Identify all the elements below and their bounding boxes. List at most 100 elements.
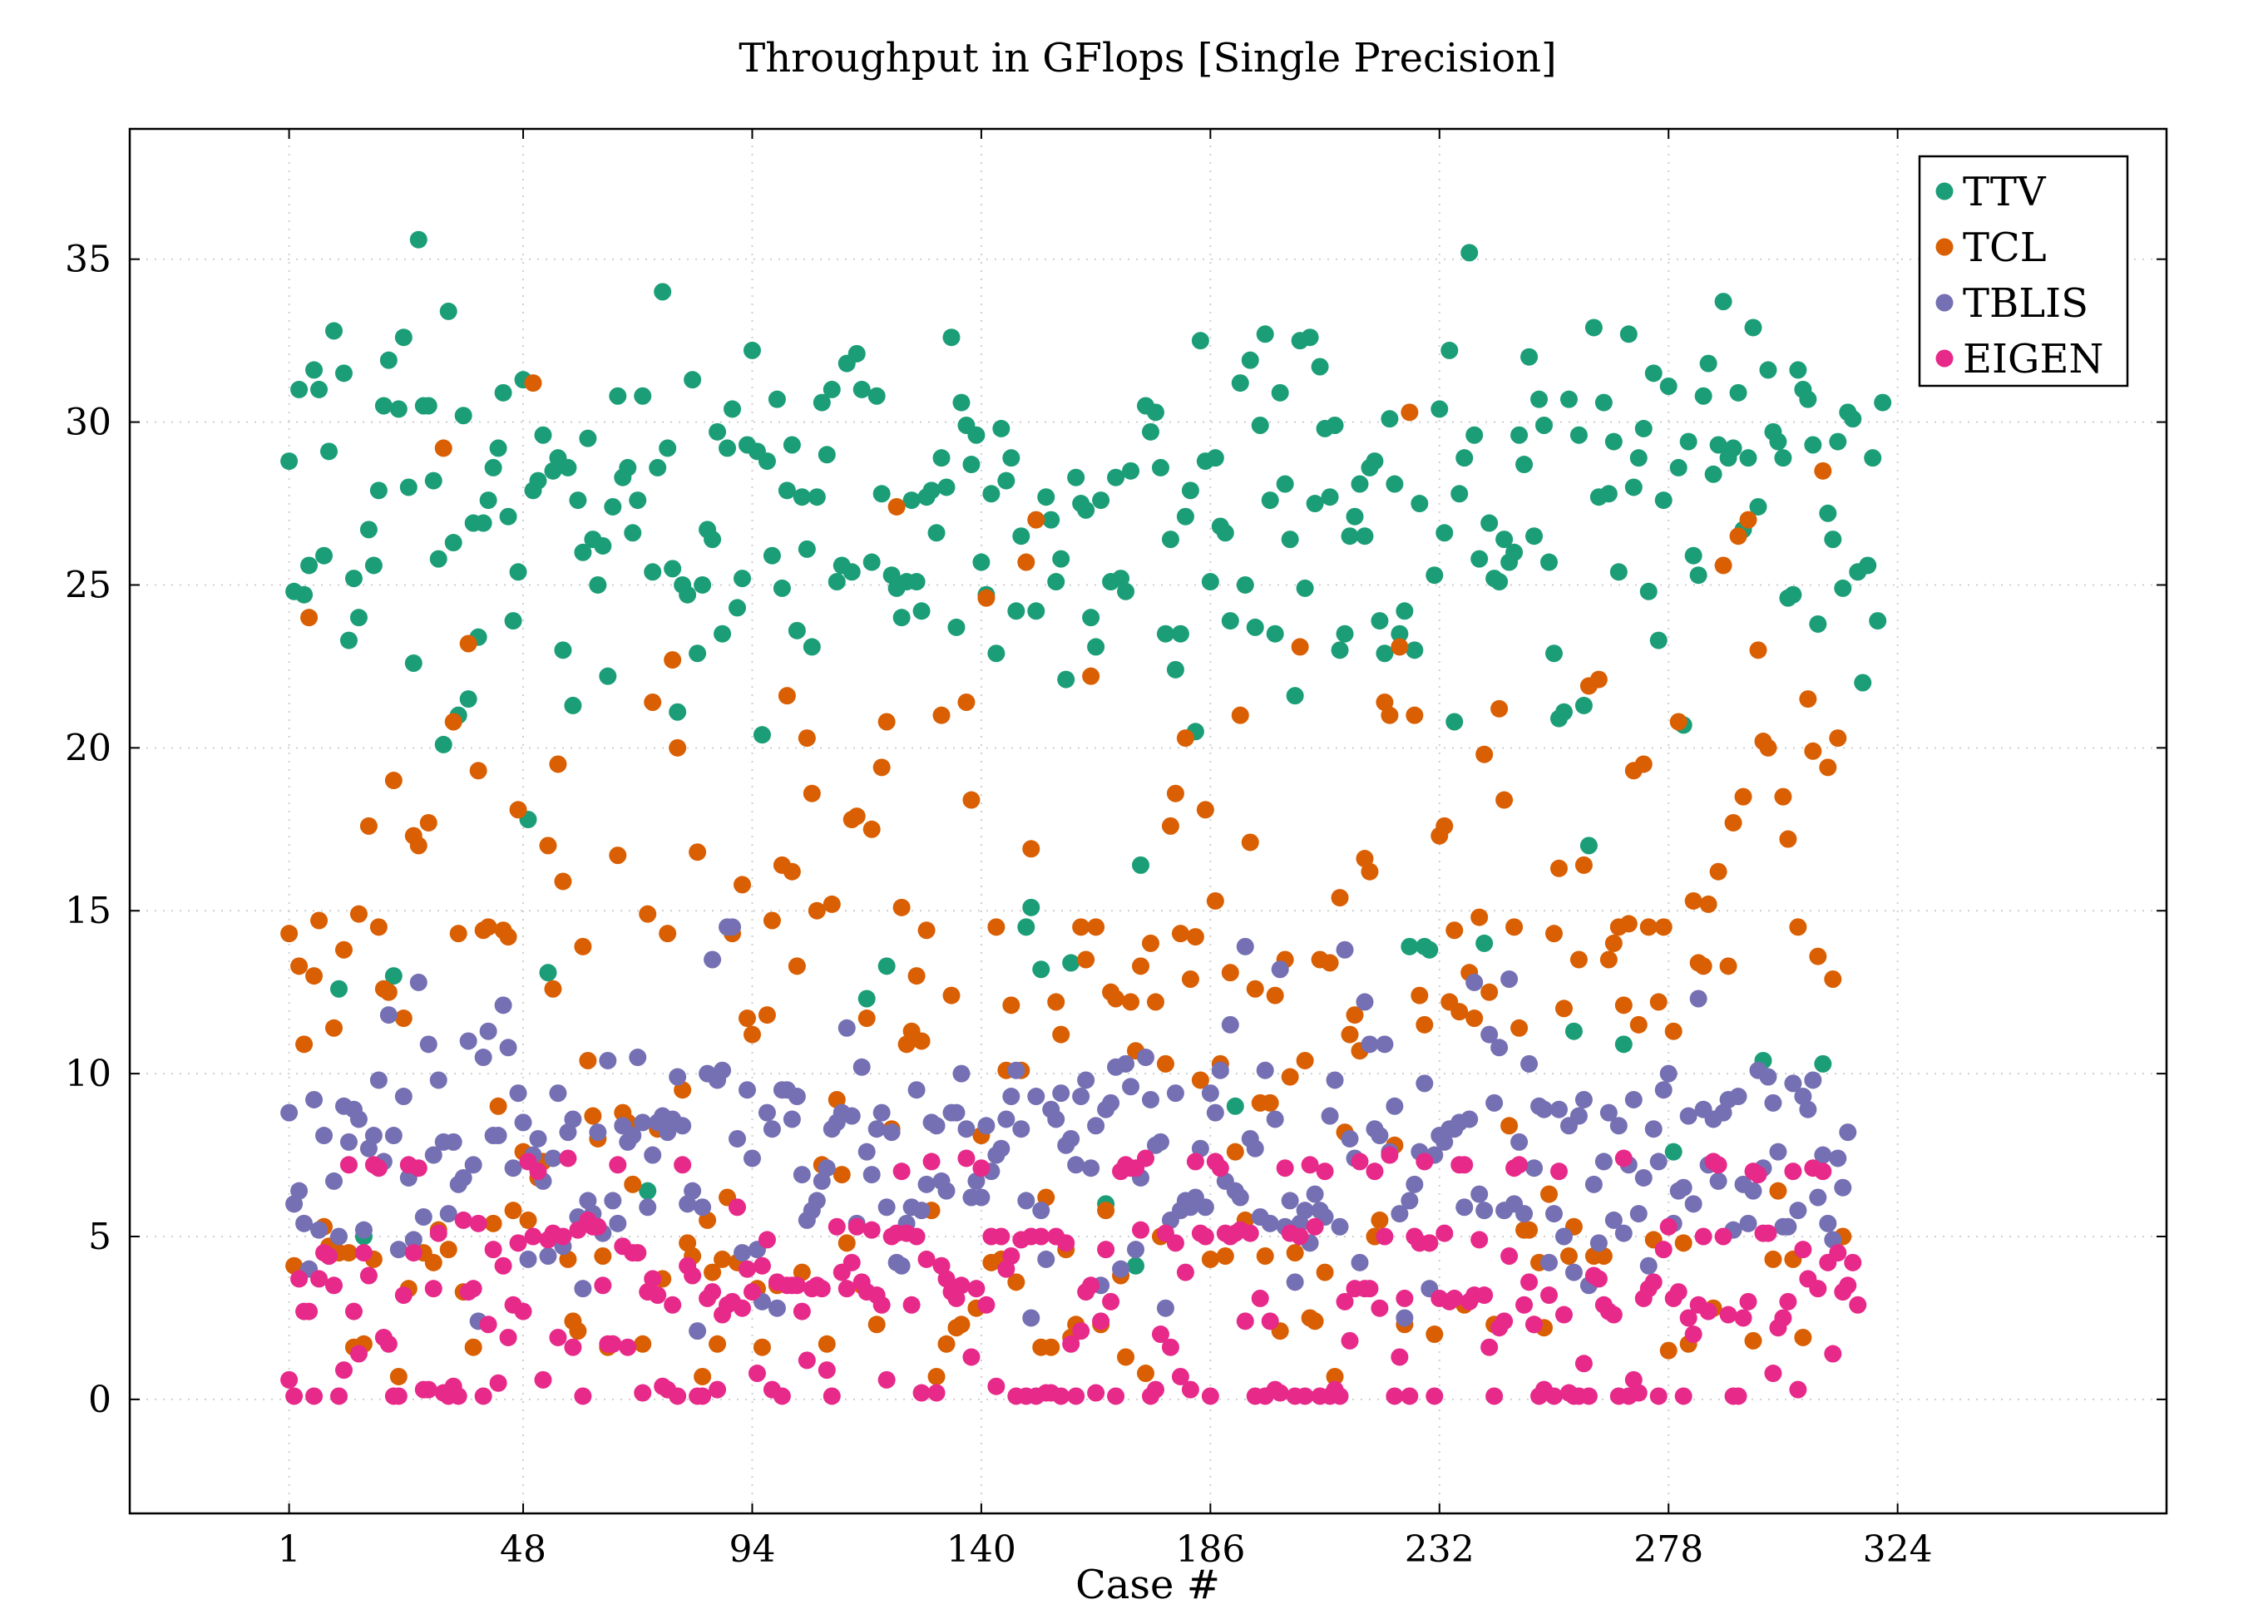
data-point [957,1120,976,1138]
data-point [838,1019,856,1037]
data-point [1554,1227,1573,1246]
data-point [1401,937,1419,955]
data-point [529,471,547,490]
data-point [509,1234,527,1252]
data-point [464,1280,482,1298]
data-point [1226,1097,1244,1115]
data-point [629,1244,647,1262]
data-point [892,609,911,627]
data-point [952,1315,971,1334]
data-point [1077,501,1095,519]
data-point [987,644,1006,663]
data-point [788,1088,806,1106]
data-point [1256,325,1274,343]
data-point [1426,1325,1444,1344]
data-point [758,1006,776,1024]
data-point [1216,524,1234,542]
data-point [1306,1312,1324,1330]
data-point [1799,390,1817,408]
data-point [1406,641,1424,659]
data-point [957,1149,976,1167]
data-point [987,918,1006,936]
data-point [1659,377,1678,395]
data-point [1614,1149,1633,1167]
data-point [574,543,592,561]
data-point [887,497,906,516]
data-point [972,1188,991,1207]
data-point [1002,1247,1020,1266]
data-point [1799,1100,1817,1118]
data-point [1281,1192,1299,1210]
data-point [818,1335,836,1353]
data-point [937,478,956,496]
data-point [1042,1338,1060,1356]
data-point [474,514,492,532]
data-point [1107,1387,1125,1405]
data-point [1271,383,1289,402]
data-point [664,651,682,669]
data-point [1814,1054,1832,1073]
data-point [1749,641,1767,659]
data-point [1416,1015,1434,1034]
data-point [310,911,329,930]
data-point [1719,1306,1737,1324]
data-point [329,1227,348,1246]
data-point [579,429,597,447]
data-point [1246,618,1264,636]
data-point [404,1244,422,1262]
data-point [977,589,996,607]
data-point [305,967,324,985]
data-point [709,1380,727,1399]
data-point [818,446,836,464]
data-point [1421,940,1439,959]
data-point [324,1172,343,1190]
data-point [798,540,816,558]
data-point [823,895,841,913]
data-point [1455,1156,1474,1174]
data-point [589,1123,607,1142]
data-point [842,1107,861,1125]
data-point [1296,1051,1314,1069]
data-point [1027,511,1045,529]
data-point [862,553,881,571]
data-point [1814,1146,1832,1164]
data-point [793,1302,811,1320]
data-point [389,1241,408,1259]
data-point [788,1276,806,1295]
data-point [1764,1250,1782,1268]
data-point [484,1241,502,1259]
data-point [1824,1345,1842,1363]
data-point [912,1384,931,1402]
data-point [1495,791,1514,809]
data-point [324,1276,343,1295]
data-point [1137,1049,1155,1067]
data-point [1789,918,1807,936]
data-point [1789,1380,1807,1399]
data-point [1490,573,1509,591]
data-point [689,644,707,663]
x-tick-label: 186 [1175,1528,1245,1571]
data-point [1849,1296,1867,1314]
data-point [504,1202,522,1220]
data-point [1639,1256,1658,1275]
data-point [867,1120,886,1138]
data-point [1206,449,1224,467]
data-point [464,1338,482,1356]
data-point [494,996,512,1014]
legend-label: EIGEN [1963,336,2103,383]
data-point [629,491,647,510]
data-point [664,1296,682,1314]
data-point [489,1127,507,1145]
data-point [1067,1387,1085,1405]
data-point [374,397,393,415]
data-point [649,1286,667,1305]
data-point [1246,980,1264,998]
data-point [1624,1090,1643,1108]
data-point [704,1263,722,1281]
data-point [539,1247,557,1266]
y-tick-label: 35 [65,239,111,281]
data-point [449,1387,467,1405]
data-point [1604,1211,1623,1229]
data-point [1445,1289,1464,1307]
data-point [1166,660,1184,679]
